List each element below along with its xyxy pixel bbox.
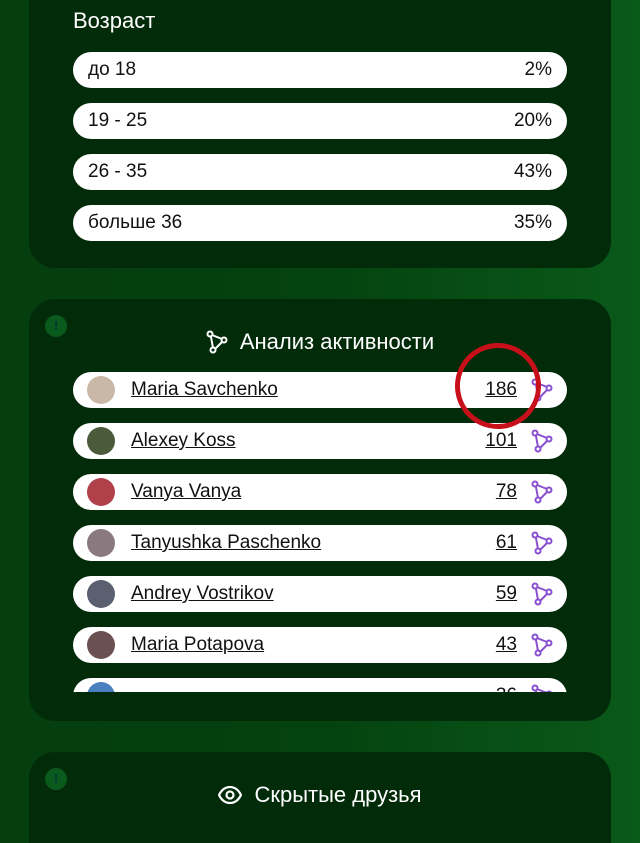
age-value: 2% bbox=[524, 59, 552, 80]
avatar[interactable] bbox=[87, 478, 115, 506]
graph-icon bbox=[206, 330, 228, 354]
activity-count-link[interactable]: 101 bbox=[485, 430, 517, 451]
user-row[interactable]: 36 bbox=[73, 678, 567, 692]
activity-count-link[interactable]: 61 bbox=[495, 532, 517, 553]
alert-badge-icon[interactable]: ! bbox=[45, 768, 67, 790]
age-card: Возраст до 18 2% 19 - 25 20% 26 - 35 43% бо… bbox=[29, 0, 611, 268]
age-row: 26 - 35 43% bbox=[73, 154, 567, 190]
user-name-link[interactable]: Maria Potapova bbox=[131, 634, 265, 655]
user-name-link[interactable]: Vanya Vanya bbox=[131, 481, 242, 502]
age-row: до 18 2% bbox=[73, 52, 567, 88]
activity-count-link[interactable]: 186 bbox=[485, 379, 517, 400]
user-row[interactable]: Vanya Vanya 78 bbox=[73, 474, 567, 510]
age-label: 19 - 25 bbox=[88, 110, 148, 131]
activity-card: ! Анализ активности Maria Savchenko 186 … bbox=[29, 299, 611, 721]
hidden-friends-title-text: Скрытые друзья bbox=[254, 782, 422, 807]
avatar[interactable] bbox=[87, 376, 115, 404]
age-label: больше 36 bbox=[88, 212, 183, 233]
alert-badge-icon[interactable]: ! bbox=[45, 315, 67, 337]
avatar[interactable] bbox=[87, 682, 115, 692]
avatar[interactable] bbox=[87, 529, 115, 557]
graph-icon[interactable] bbox=[531, 633, 553, 657]
graph-icon[interactable] bbox=[531, 480, 553, 504]
activity-count-link[interactable]: 59 bbox=[495, 583, 517, 604]
user-row[interactable]: Andrey Vostrikov 59 bbox=[73, 576, 567, 612]
age-title: Возраст bbox=[73, 8, 156, 33]
hidden-friends-title: Скрытые друзья bbox=[29, 782, 611, 808]
age-value: 43% bbox=[513, 161, 552, 182]
avatar[interactable] bbox=[87, 580, 115, 608]
user-row[interactable]: Maria Savchenko 186 bbox=[73, 372, 567, 408]
avatar[interactable] bbox=[87, 427, 115, 455]
user-name-link[interactable]: Tanyushka Paschenko bbox=[131, 532, 322, 553]
age-row: больше 36 35% bbox=[73, 205, 567, 241]
activity-title: Анализ активности bbox=[29, 329, 611, 355]
user-row[interactable]: Tanyushka Paschenko 61 bbox=[73, 525, 567, 561]
graph-icon[interactable] bbox=[531, 582, 553, 606]
graph-icon[interactable] bbox=[531, 684, 553, 692]
activity-list[interactable]: Maria Savchenko 186 Alexey Koss 101 Vany… bbox=[73, 372, 567, 692]
user-row[interactable]: Alexey Koss 101 bbox=[73, 423, 567, 459]
user-name-link[interactable]: Andrey Vostrikov bbox=[131, 583, 274, 604]
hidden-friends-card[interactable]: ! Скрытые друзья bbox=[29, 752, 611, 843]
activity-count-link[interactable]: 78 bbox=[495, 481, 517, 502]
age-label: 26 - 35 bbox=[88, 161, 148, 182]
graph-icon[interactable] bbox=[531, 429, 553, 453]
activity-count-link[interactable]: 43 bbox=[495, 634, 517, 655]
age-value: 35% bbox=[513, 212, 552, 233]
avatar[interactable] bbox=[87, 631, 115, 659]
eye-icon bbox=[218, 786, 243, 804]
activity-count-link[interactable]: 36 bbox=[496, 685, 517, 692]
graph-icon[interactable] bbox=[531, 531, 553, 555]
age-value: 20% bbox=[513, 110, 552, 131]
age-row: 19 - 25 20% bbox=[73, 103, 567, 139]
user-name-link[interactable]: Alexey Koss bbox=[131, 430, 236, 451]
user-name-link[interactable]: Maria Savchenko bbox=[131, 379, 278, 400]
age-label: до 18 bbox=[88, 59, 137, 80]
graph-icon[interactable] bbox=[531, 378, 553, 402]
activity-title-text: Анализ активности bbox=[239, 329, 435, 354]
user-row[interactable]: Maria Potapova 43 bbox=[73, 627, 567, 663]
